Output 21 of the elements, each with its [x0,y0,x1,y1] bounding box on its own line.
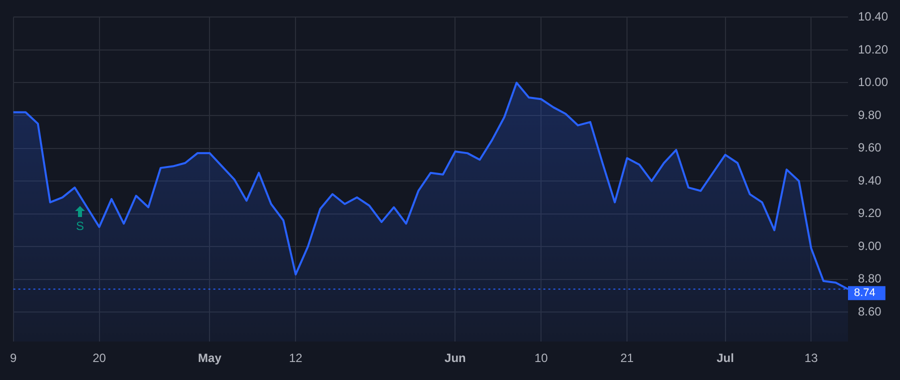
y-tick-label: 8.80 [858,272,882,286]
x-tick-label: 9 [10,351,17,366]
y-tick-label: 9.60 [858,140,882,155]
x-tick-label: 13 [804,351,818,366]
x-tick-label: 21 [620,351,634,366]
x-tick-label: 10 [534,351,548,366]
y-tick-label: 10.40 [858,10,888,24]
y-tick-label: 10.00 [858,75,888,90]
ref-line-label: 8.74 [854,287,876,300]
x-tick-label: Jul [716,351,734,366]
x-tick-label: May [198,351,222,366]
y-tick-label: 9.40 [858,173,882,188]
x-tick-label: Jun [444,351,466,366]
annotation: S [76,219,84,233]
x-tick-label: 20 [92,351,106,366]
y-tick-label: 9.20 [858,206,882,220]
y-tick-label: 8.60 [858,304,882,318]
y-tick-label: 10.20 [858,42,888,56]
x-tick-label: 12 [288,351,303,366]
y-tick-label: 9.00 [858,238,882,253]
y-tick-label: 9.80 [858,108,882,122]
